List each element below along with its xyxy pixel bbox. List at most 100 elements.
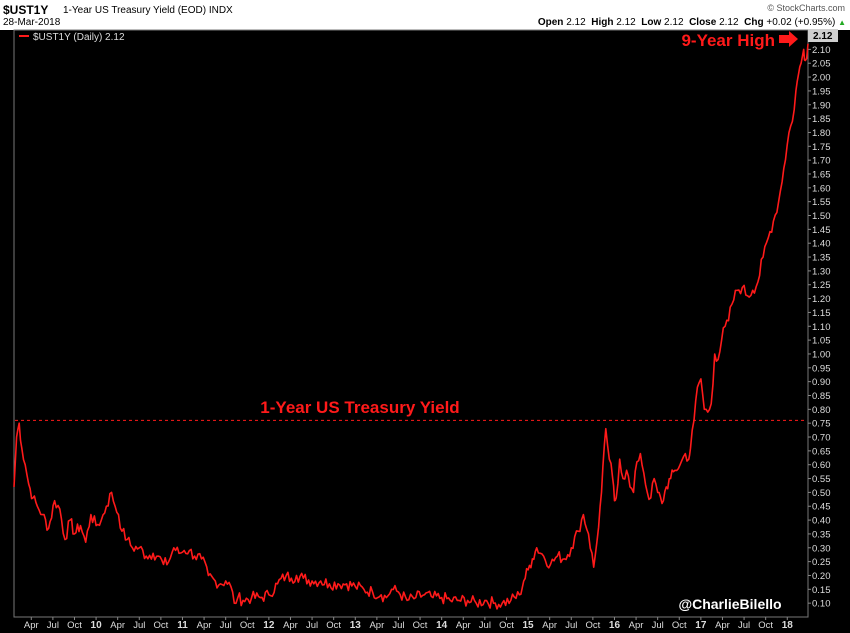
x-tick-label: Oct bbox=[585, 620, 600, 631]
y-tick-label: 0.10 bbox=[812, 599, 831, 610]
x-tick-label: 15 bbox=[523, 620, 535, 631]
x-tick-label: Oct bbox=[67, 620, 82, 631]
chg-value: +0.02 (+0.95%) bbox=[766, 17, 836, 28]
x-tick-label: Jul bbox=[565, 620, 577, 631]
y-tick-label: 0.50 bbox=[812, 488, 831, 499]
y-axis: 0.10 0.15 0.20 0.25 0.30 0.35 0.40 0.45 0.50 0.55… bbox=[808, 45, 831, 610]
x-tick-label: Jul bbox=[652, 620, 664, 631]
description-text: 1-Year US Treasury Yield (EOD) bbox=[63, 5, 207, 16]
x-tick-label: Jul bbox=[220, 620, 232, 631]
series-line bbox=[13, 43, 809, 610]
chart-header: $UST1Y 1-Year US Treasury Yield (EOD) IN… bbox=[0, 0, 850, 30]
x-tick-label: Jul bbox=[306, 620, 318, 631]
chart-date: 28-Mar-2018 bbox=[3, 17, 61, 28]
x-tick-label: Apr bbox=[715, 620, 730, 631]
x-tick-label: 16 bbox=[609, 620, 621, 631]
x-tick-label: Jul bbox=[392, 620, 404, 631]
x-tick-label: Apr bbox=[24, 620, 39, 631]
x-tick-label: Apr bbox=[629, 620, 644, 631]
x-tick-label: 12 bbox=[263, 620, 275, 631]
x-tick-label: Jul bbox=[738, 620, 750, 631]
x-tick-label: Oct bbox=[326, 620, 341, 631]
x-tick-label: Apr bbox=[369, 620, 384, 631]
y-tick-label: 1.55 bbox=[812, 197, 831, 208]
x-tick-label: 13 bbox=[350, 620, 362, 631]
up-triangle-icon: ▲ bbox=[838, 18, 846, 27]
close-label: Close bbox=[689, 17, 717, 28]
y-tick-label: 0.25 bbox=[812, 557, 831, 568]
ohlc-readout: Open 2.12 High 2.12 Low 2.12 Close 2.12 … bbox=[538, 17, 846, 28]
y-tick-label: 2.05 bbox=[812, 59, 831, 70]
x-tick-label: 11 bbox=[177, 620, 188, 631]
x-axis: Apr Jul Oct 10 Apr Jul Oct 11 Apr Jul Oct 12 Apr Jul O… bbox=[24, 617, 793, 631]
x-tick-label: Apr bbox=[542, 620, 557, 631]
y-tick-label: 1.95 bbox=[812, 86, 831, 97]
y-tick-label: 0.95 bbox=[812, 363, 831, 374]
x-tick-label: Oct bbox=[240, 620, 255, 631]
y-tick-label: 1.20 bbox=[812, 294, 831, 305]
x-tick-label: Apr bbox=[456, 620, 471, 631]
y-tick-label: 0.85 bbox=[812, 391, 831, 402]
x-tick-label: Apr bbox=[110, 620, 125, 631]
close-value: 2.12 bbox=[719, 17, 739, 28]
symbol: $UST1Y bbox=[3, 3, 49, 17]
y-tick-label: 2.10 bbox=[812, 45, 831, 56]
y-tick-label: 1.15 bbox=[812, 308, 831, 319]
y-tick-label: 0.90 bbox=[812, 377, 831, 388]
y-tick-label: 0.30 bbox=[812, 543, 831, 554]
x-tick-label: Oct bbox=[758, 620, 773, 631]
x-tick-label: Jul bbox=[133, 620, 145, 631]
y-tick-label: 1.90 bbox=[812, 100, 831, 111]
y-tick-label: 0.60 bbox=[812, 460, 831, 471]
y-tick-label: 2.00 bbox=[812, 73, 831, 84]
right-arrow-icon bbox=[779, 31, 798, 47]
x-tick-label: Jul bbox=[479, 620, 491, 631]
y-tick-label: 0.40 bbox=[812, 516, 831, 527]
y-tick-label: 0.70 bbox=[812, 433, 831, 444]
low-label: Low bbox=[641, 17, 662, 28]
y-tick-label: 1.75 bbox=[812, 142, 831, 153]
y-tick-label: 0.15 bbox=[812, 585, 831, 596]
x-tick-label: 14 bbox=[436, 620, 448, 631]
reference-annotation: 1-Year US Treasury Yield bbox=[260, 398, 459, 417]
y-tick-label: 0.35 bbox=[812, 529, 831, 540]
low-value: 2.12 bbox=[664, 17, 684, 28]
high-annotation: 9-Year High bbox=[681, 31, 775, 50]
y-tick-label: 1.40 bbox=[812, 239, 831, 250]
x-tick-label: Oct bbox=[153, 620, 168, 631]
y-tick-label: 1.25 bbox=[812, 280, 831, 291]
y-tick-label: 1.45 bbox=[812, 225, 831, 236]
y-tick-label: 0.75 bbox=[812, 419, 831, 430]
y-tick-label: 1.85 bbox=[812, 114, 831, 125]
high-label: High bbox=[591, 17, 614, 28]
x-tick-label: Apr bbox=[197, 620, 212, 631]
legend-label: $UST1Y (Daily) 2.12 bbox=[33, 32, 125, 43]
x-tick-label: 10 bbox=[91, 620, 103, 631]
y-tick-label: 1.50 bbox=[812, 211, 831, 222]
y-tick-label: 0.45 bbox=[812, 502, 831, 513]
y-tick-label: 1.80 bbox=[812, 128, 831, 139]
plot-frame bbox=[13, 29, 809, 618]
x-tick-label: Oct bbox=[672, 620, 687, 631]
y-tick-label: 1.10 bbox=[812, 322, 831, 333]
y-tick-label: 1.35 bbox=[812, 253, 831, 264]
y-tick-label: 0.65 bbox=[812, 446, 831, 457]
y-tick-label: 0.20 bbox=[812, 571, 831, 582]
y-tick-label: 0.55 bbox=[812, 474, 831, 485]
y-tick-label: 0.80 bbox=[812, 405, 831, 416]
series-description: 1-Year US Treasury Yield (EOD) INDX bbox=[63, 5, 233, 16]
x-tick-label: 18 bbox=[782, 620, 794, 631]
y-tick-label: 1.70 bbox=[812, 156, 831, 167]
brand-watermark: © StockCharts.com bbox=[767, 3, 845, 13]
open-label: Open bbox=[537, 17, 564, 28]
x-tick-label: Oct bbox=[499, 620, 514, 631]
y-tick-label: 1.65 bbox=[812, 169, 831, 180]
x-tick-label: Apr bbox=[283, 620, 298, 631]
credit-label: @CharlieBilello bbox=[678, 596, 781, 612]
y-tick-label: 1.00 bbox=[812, 349, 831, 360]
y-tick-label: 1.05 bbox=[812, 336, 831, 347]
x-tick-label: Jul bbox=[47, 620, 59, 631]
exchange-tag: INDX bbox=[208, 5, 233, 16]
high-value: 2.12 bbox=[616, 17, 636, 28]
